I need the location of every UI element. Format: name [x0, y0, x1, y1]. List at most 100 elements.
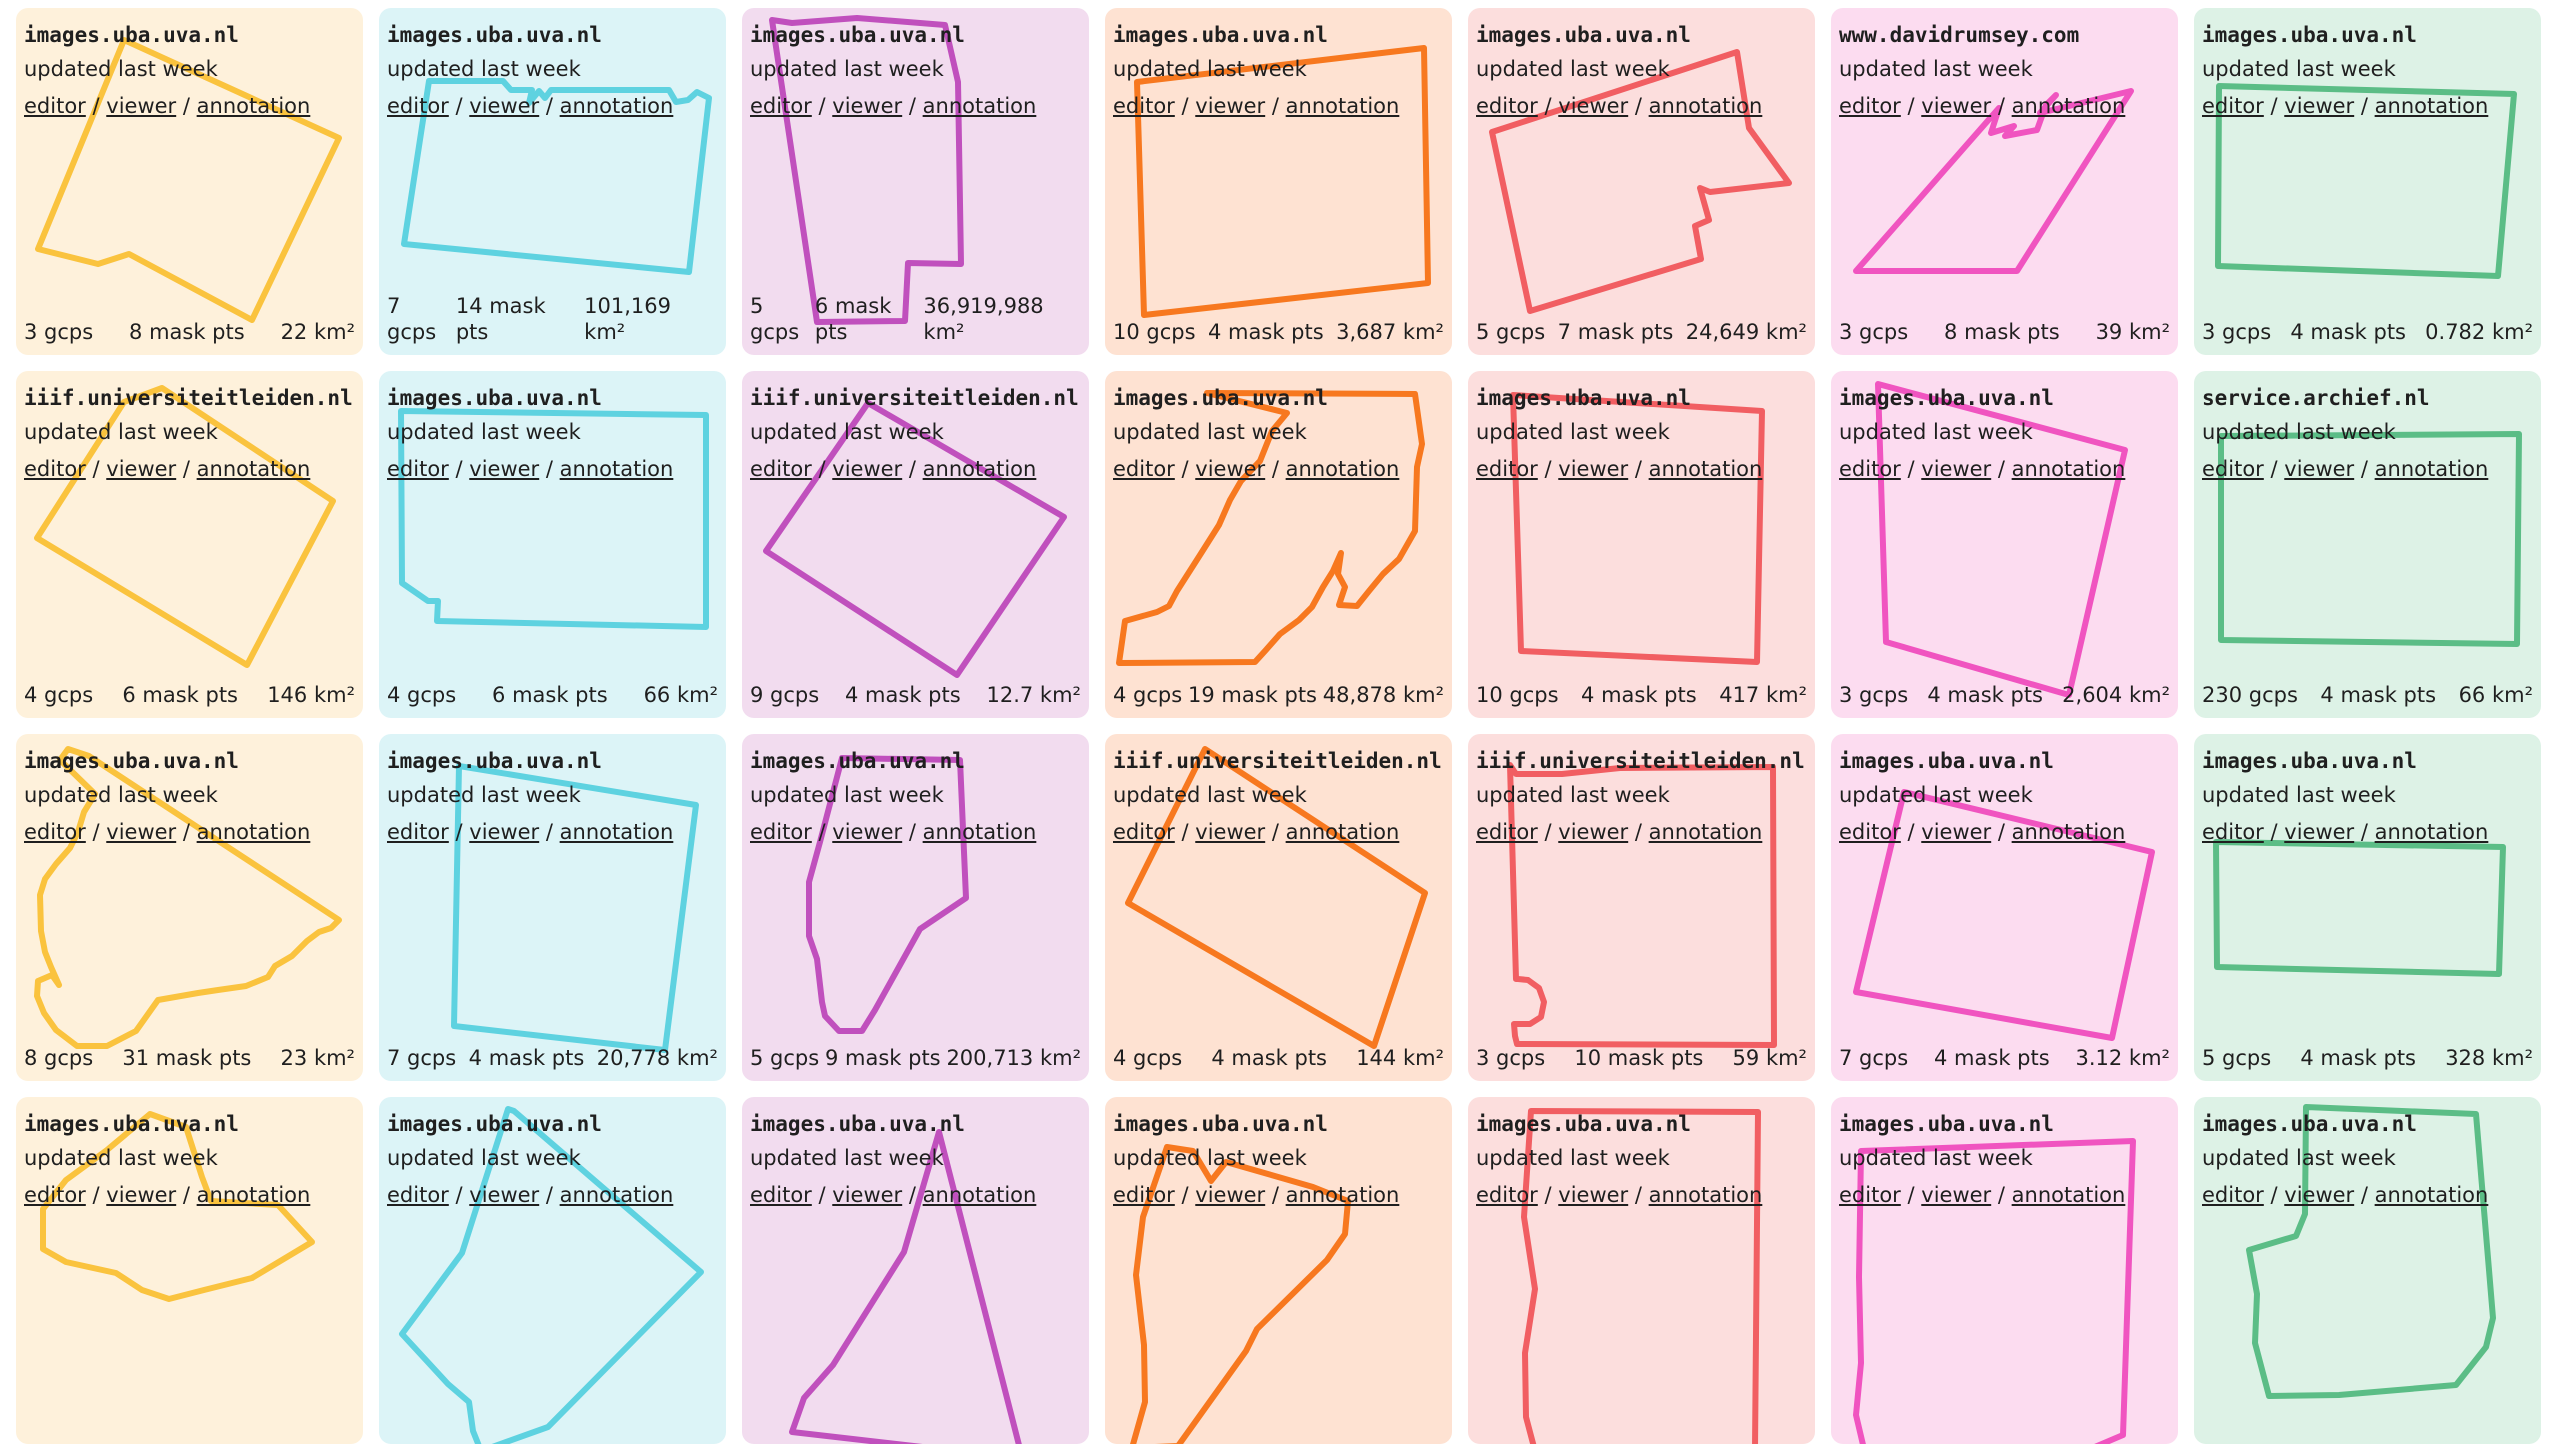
editor-link[interactable]: editor: [1839, 820, 1901, 844]
editor-link[interactable]: editor: [1113, 457, 1175, 481]
map-card[interactable]: images.uba.uva.nl updated last week editor…: [1831, 734, 2178, 1081]
viewer-link[interactable]: viewer: [832, 1183, 903, 1207]
viewer-link[interactable]: viewer: [1195, 1183, 1266, 1207]
viewer-link[interactable]: viewer: [2284, 1183, 2355, 1207]
viewer-link[interactable]: viewer: [106, 1183, 177, 1207]
editor-link[interactable]: editor: [2202, 1183, 2264, 1207]
viewer-link[interactable]: viewer: [832, 820, 903, 844]
map-card[interactable]: images.uba.uva.nl updated last week editor…: [742, 734, 1089, 1081]
annotation-link[interactable]: annotation: [2011, 820, 2126, 844]
viewer-link[interactable]: viewer: [1195, 457, 1266, 481]
annotation-link[interactable]: annotation: [2374, 94, 2489, 118]
map-card[interactable]: images.uba.uva.nl updated last week editor…: [1831, 371, 2178, 718]
annotation-link[interactable]: annotation: [2011, 94, 2126, 118]
viewer-link[interactable]: viewer: [469, 1183, 540, 1207]
viewer-link[interactable]: viewer: [469, 94, 540, 118]
annotation-link[interactable]: annotation: [1285, 820, 1400, 844]
annotation-link[interactable]: annotation: [1285, 457, 1400, 481]
annotation-link[interactable]: annotation: [2374, 457, 2489, 481]
map-card[interactable]: iiif.universiteitleiden.nl updated last w…: [1105, 734, 1452, 1081]
editor-link[interactable]: editor: [1113, 820, 1175, 844]
annotation-link[interactable]: annotation: [559, 94, 674, 118]
annotation-link[interactable]: annotation: [1648, 1183, 1763, 1207]
viewer-link[interactable]: viewer: [106, 457, 177, 481]
map-card[interactable]: images.uba.uva.nl updated last week editor…: [1831, 1097, 2178, 1444]
annotation-link[interactable]: annotation: [2374, 1183, 2489, 1207]
annotation-link[interactable]: annotation: [1648, 820, 1763, 844]
map-card[interactable]: images.uba.uva.nl updated last week editor…: [2194, 734, 2541, 1081]
map-card[interactable]: images.uba.uva.nl updated last week editor…: [742, 8, 1089, 355]
editor-link[interactable]: editor: [1113, 1183, 1175, 1207]
editor-link[interactable]: editor: [1476, 457, 1538, 481]
editor-link[interactable]: editor: [1476, 820, 1538, 844]
viewer-link[interactable]: viewer: [106, 820, 177, 844]
viewer-link[interactable]: viewer: [1558, 457, 1629, 481]
viewer-link[interactable]: viewer: [106, 94, 177, 118]
editor-link[interactable]: editor: [750, 457, 812, 481]
viewer-link[interactable]: viewer: [1558, 1183, 1629, 1207]
annotation-link[interactable]: annotation: [922, 457, 1037, 481]
annotation-link[interactable]: annotation: [196, 457, 311, 481]
viewer-link[interactable]: viewer: [2284, 820, 2355, 844]
annotation-link[interactable]: annotation: [2374, 820, 2489, 844]
editor-link[interactable]: editor: [1839, 94, 1901, 118]
editor-link[interactable]: editor: [750, 820, 812, 844]
map-card[interactable]: images.uba.uva.nl updated last week editor…: [379, 371, 726, 718]
annotation-link[interactable]: annotation: [559, 457, 674, 481]
editor-link[interactable]: editor: [387, 457, 449, 481]
editor-link[interactable]: editor: [24, 457, 86, 481]
map-card[interactable]: images.uba.uva.nl updated last week editor…: [2194, 8, 2541, 355]
map-card[interactable]: images.uba.uva.nl updated last week editor…: [379, 1097, 726, 1444]
map-card[interactable]: iiif.universiteitleiden.nl updated last w…: [1468, 734, 1815, 1081]
annotation-link[interactable]: annotation: [2011, 457, 2126, 481]
viewer-link[interactable]: viewer: [1195, 820, 1266, 844]
viewer-link[interactable]: viewer: [2284, 94, 2355, 118]
map-card[interactable]: images.uba.uva.nl updated last week editor…: [16, 1097, 363, 1444]
map-card[interactable]: images.uba.uva.nl updated last week editor…: [742, 1097, 1089, 1444]
map-card[interactable]: images.uba.uva.nl updated last week editor…: [16, 8, 363, 355]
editor-link[interactable]: editor: [2202, 457, 2264, 481]
map-card[interactable]: images.uba.uva.nl updated last week editor…: [1468, 371, 1815, 718]
map-card[interactable]: iiif.universiteitleiden.nl updated last w…: [16, 371, 363, 718]
map-card[interactable]: images.uba.uva.nl updated last week editor…: [1105, 371, 1452, 718]
viewer-link[interactable]: viewer: [1921, 457, 1992, 481]
map-card[interactable]: images.uba.uva.nl updated last week editor…: [1468, 1097, 1815, 1444]
annotation-link[interactable]: annotation: [1285, 94, 1400, 118]
viewer-link[interactable]: viewer: [1921, 820, 1992, 844]
viewer-link[interactable]: viewer: [832, 94, 903, 118]
viewer-link[interactable]: viewer: [832, 457, 903, 481]
editor-link[interactable]: editor: [2202, 94, 2264, 118]
annotation-link[interactable]: annotation: [1648, 94, 1763, 118]
map-card[interactable]: images.uba.uva.nl updated last week editor…: [1105, 1097, 1452, 1444]
editor-link[interactable]: editor: [387, 1183, 449, 1207]
map-card[interactable]: images.uba.uva.nl updated last week editor…: [379, 8, 726, 355]
annotation-link[interactable]: annotation: [1285, 1183, 1400, 1207]
editor-link[interactable]: editor: [1839, 457, 1901, 481]
editor-link[interactable]: editor: [2202, 820, 2264, 844]
editor-link[interactable]: editor: [1476, 94, 1538, 118]
viewer-link[interactable]: viewer: [1921, 1183, 1992, 1207]
editor-link[interactable]: editor: [1113, 94, 1175, 118]
annotation-link[interactable]: annotation: [922, 1183, 1037, 1207]
annotation-link[interactable]: annotation: [922, 94, 1037, 118]
viewer-link[interactable]: viewer: [1558, 820, 1629, 844]
annotation-link[interactable]: annotation: [559, 820, 674, 844]
editor-link[interactable]: editor: [24, 94, 86, 118]
viewer-link[interactable]: viewer: [1921, 94, 1992, 118]
editor-link[interactable]: editor: [1839, 1183, 1901, 1207]
map-card[interactable]: images.uba.uva.nl updated last week editor…: [1105, 8, 1452, 355]
viewer-link[interactable]: viewer: [1195, 94, 1266, 118]
editor-link[interactable]: editor: [387, 94, 449, 118]
annotation-link[interactable]: annotation: [196, 94, 311, 118]
editor-link[interactable]: editor: [750, 1183, 812, 1207]
annotation-link[interactable]: annotation: [2011, 1183, 2126, 1207]
annotation-link[interactable]: annotation: [196, 1183, 311, 1207]
annotation-link[interactable]: annotation: [196, 820, 311, 844]
viewer-link[interactable]: viewer: [469, 457, 540, 481]
editor-link[interactable]: editor: [24, 820, 86, 844]
editor-link[interactable]: editor: [387, 820, 449, 844]
annotation-link[interactable]: annotation: [922, 820, 1037, 844]
editor-link[interactable]: editor: [24, 1183, 86, 1207]
viewer-link[interactable]: viewer: [2284, 457, 2355, 481]
annotation-link[interactable]: annotation: [559, 1183, 674, 1207]
